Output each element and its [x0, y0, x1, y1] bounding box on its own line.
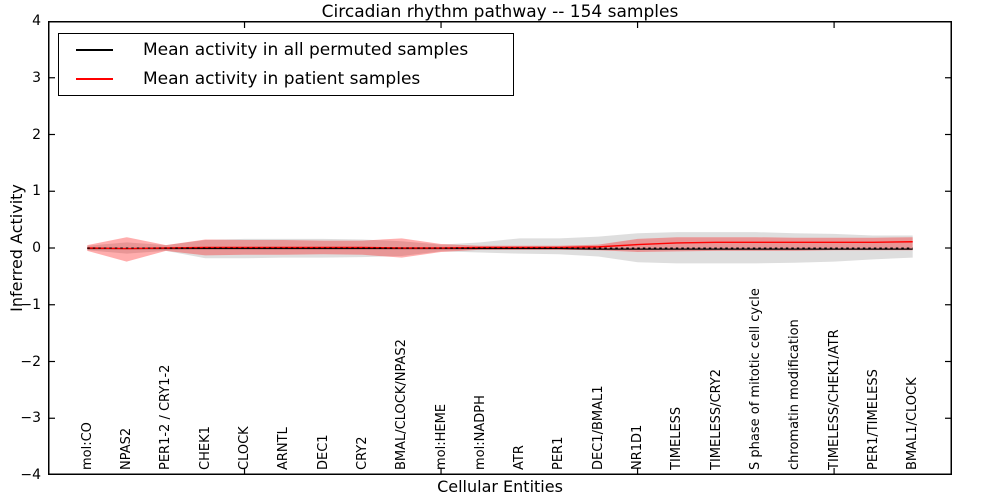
y-tick-label: −2	[20, 353, 41, 370]
y-tick-label: 0	[32, 240, 41, 256]
x-axis-label: Cellular Entities	[437, 477, 563, 496]
legend: Mean activity in all permuted samples Me…	[58, 33, 514, 96]
x-category-label: CHEK1	[197, 426, 213, 470]
x-category-label: chromatin modification	[787, 319, 803, 470]
x-category-label: BMAL1/CLOCK	[905, 377, 921, 470]
chart-title: Circadian rhythm pathway -- 154 samples	[321, 2, 679, 22]
x-category-label: mol:NADPH	[472, 395, 488, 470]
legend-swatch-permuted-line	[76, 49, 113, 51]
legend-item-permuted: Mean activity in all permuted samples	[59, 37, 513, 63]
mean-line-permuted	[87, 247, 913, 250]
x-category-label: CRY2	[354, 436, 370, 471]
legend-item-label: Mean activity in all permuted samples	[143, 40, 469, 60]
x-category-label: NR1D1	[630, 424, 646, 470]
legend-swatch-patient-line	[76, 78, 113, 80]
y-tick-label: −4	[20, 467, 41, 483]
x-category-label: TIMELESS	[669, 406, 685, 470]
y-tick-label: 1	[32, 183, 41, 200]
y-tick-label: 4	[32, 13, 41, 29]
x-category-label: BMAL/CLOCK/NPAS2	[394, 339, 410, 470]
legend-item-patient: Mean activity in patient samples	[59, 66, 513, 92]
x-category-label: PER1	[551, 436, 567, 470]
y-tick-label: 3	[32, 69, 41, 86]
legend-item-label: Mean activity in patient samples	[143, 69, 421, 89]
y-tick-label: −1	[20, 296, 41, 313]
x-category-label: TIMELESS/CHEK1/ATR	[826, 329, 842, 470]
x-category-label: DEC1	[315, 434, 331, 470]
mean-line-patient	[87, 241, 913, 250]
x-category-label: CLOCK	[237, 426, 253, 470]
band-patient	[87, 237, 913, 262]
x-category-label: TIMELESS/CRY2	[708, 368, 724, 470]
plot-area	[48, 21, 952, 475]
y-tick-label: 2	[32, 126, 41, 143]
x-category-label: S phase of mitotic cell cycle	[747, 288, 763, 470]
x-category-label: mol:HEME	[433, 403, 449, 470]
y-tick-label: −3	[20, 410, 41, 427]
x-category-label: DEC1/BMAL1	[590, 385, 606, 471]
x-category-label: PER1-2 / CRY1-2	[158, 364, 174, 470]
x-category-label: PER1/TIMELESS	[865, 369, 881, 470]
x-category-label: mol:CO	[79, 422, 95, 470]
plot-border	[48, 21, 952, 475]
x-category-label: ARNTL	[276, 427, 292, 470]
x-category-label: NPAS2	[119, 427, 135, 470]
x-category-label: ATR	[512, 445, 528, 470]
